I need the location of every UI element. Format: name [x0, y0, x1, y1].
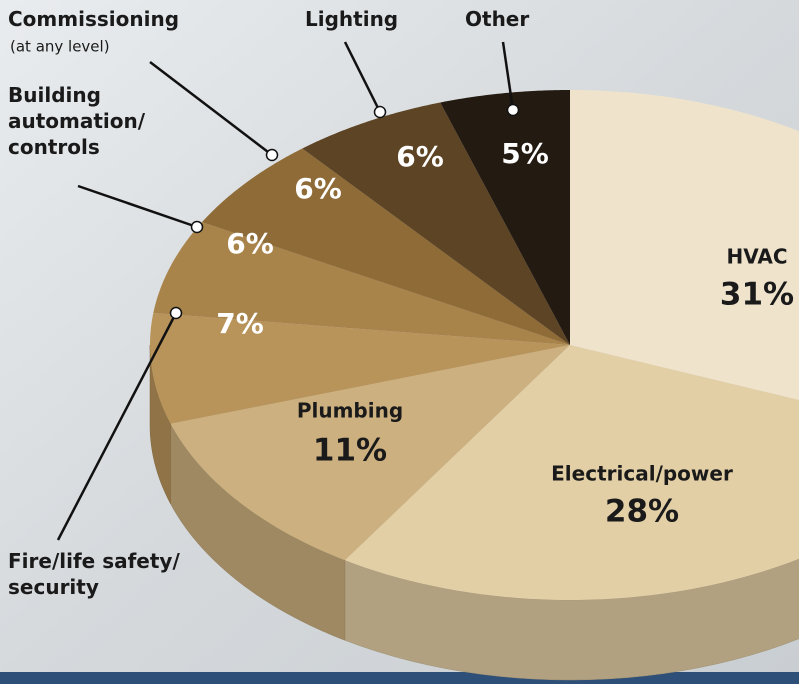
- value-label: 6%: [294, 172, 342, 205]
- category-label: Building automation/ controls: [8, 83, 146, 159]
- value-label: 5%: [501, 137, 549, 170]
- slice: [440, 90, 570, 345]
- leader-line: [77, 184, 198, 229]
- category-label: Lighting: [305, 7, 399, 31]
- slice: [570, 90, 799, 401]
- slice: [153, 222, 570, 345]
- slice-side: [149, 344, 171, 504]
- category-label-box: Lighting: [305, 7, 399, 31]
- category-label: Commissioning: [8, 7, 180, 31]
- slice: [344, 345, 799, 600]
- leader-dot: [265, 148, 279, 162]
- category-label: Plumbing: [297, 399, 403, 423]
- category-label: Electrical/power: [551, 462, 733, 486]
- leader-dot: [373, 105, 387, 119]
- slice: [201, 148, 571, 345]
- value-label: 31%: [720, 277, 794, 313]
- category-label-box: Fire/life safety/ security: [8, 549, 180, 599]
- category-label: HVAC: [726, 245, 787, 269]
- annotation: (at any level): [10, 38, 110, 56]
- category-label: Other: [465, 7, 530, 31]
- leader-line: [149, 61, 273, 156]
- category-label-box: Building automation/ controls: [8, 83, 146, 159]
- slice: [150, 313, 570, 424]
- leader-line: [501, 41, 515, 111]
- slice: [302, 102, 570, 345]
- value-label: 6%: [226, 227, 274, 260]
- leader-line: [56, 312, 178, 541]
- leader-dot: [506, 103, 520, 117]
- category-label-box: Commissioning: [8, 7, 180, 31]
- value-label: 6%: [396, 140, 444, 173]
- category-label-box: Other: [465, 7, 530, 31]
- category-label: Fire/life safety/ security: [8, 549, 180, 599]
- slice: [170, 345, 570, 561]
- leader-dot: [190, 220, 204, 234]
- value-label: 28%: [605, 494, 679, 530]
- bottom-strip: [0, 672, 799, 684]
- leader-line: [343, 41, 382, 113]
- value-label: 7%: [216, 307, 264, 340]
- value-label: 11%: [313, 433, 387, 469]
- leader-dot: [169, 306, 183, 320]
